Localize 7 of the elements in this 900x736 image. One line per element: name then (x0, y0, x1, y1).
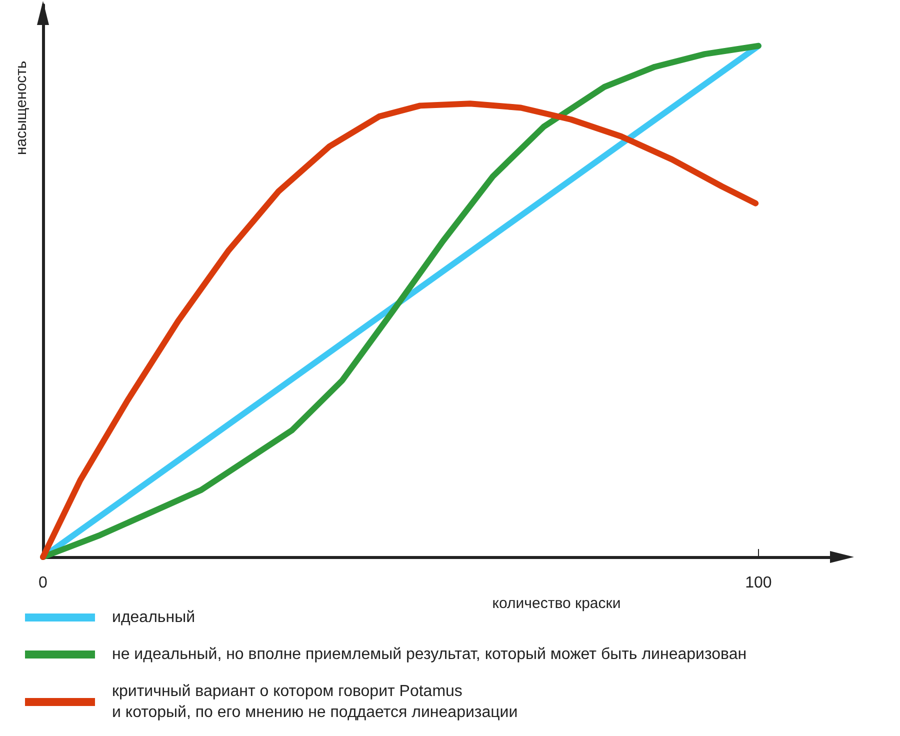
legend-label: не идеальный, но вполне приемлемый результат, который может быть линеаризован (112, 646, 747, 663)
x-tick-label: 100 (745, 574, 772, 592)
y-axis-title: насыщеность (13, 60, 30, 155)
x-axis-title: количество краски (492, 594, 621, 612)
legend-label: критичный вариант о котором говорит Potamus и который, по его мнению не поддается линеаризации (112, 683, 518, 721)
legend-label: идеальный (112, 609, 196, 626)
x-tick-label: 0 (38, 574, 48, 592)
